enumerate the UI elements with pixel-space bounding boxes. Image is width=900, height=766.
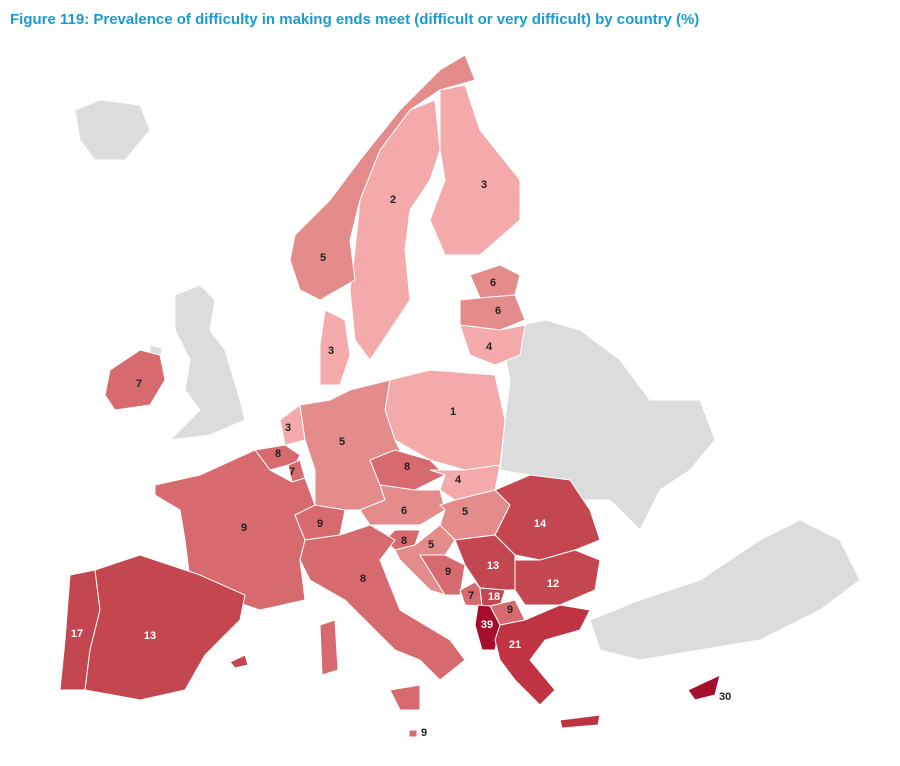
value-label: 9 [241, 522, 247, 534]
value-label: 6 [490, 277, 496, 289]
region [319, 309, 351, 386]
value-label: 2 [390, 194, 396, 206]
region [389, 684, 421, 711]
value-label: 9 [421, 727, 427, 739]
value-label: 21 [509, 639, 521, 651]
value-label: 7 [289, 466, 295, 478]
region [319, 619, 339, 676]
region [494, 604, 591, 706]
value-label: 9 [507, 604, 513, 616]
value-label: 14 [534, 518, 547, 530]
region [429, 84, 521, 256]
region [289, 54, 476, 301]
value-label: 12 [547, 578, 559, 590]
region [459, 294, 526, 331]
value-label: 13 [487, 560, 499, 572]
value-label: 5 [339, 436, 345, 448]
region [349, 99, 441, 361]
region [459, 324, 526, 366]
value-label: 6 [495, 305, 501, 317]
region [514, 549, 601, 606]
value-label: 5 [428, 539, 434, 551]
region [299, 524, 466, 681]
value-label: 6 [401, 505, 407, 517]
value-label: 13 [144, 630, 156, 642]
land [589, 519, 861, 661]
region [419, 554, 466, 596]
land [168, 284, 246, 441]
value-label: 5 [320, 252, 326, 264]
value-label: 8 [401, 535, 407, 547]
region [474, 604, 501, 651]
value-label: 39 [481, 619, 493, 631]
region [469, 264, 521, 299]
region [408, 729, 418, 738]
value-label: 18 [488, 591, 500, 603]
value-label: 3 [481, 179, 487, 191]
value-label: 8 [404, 461, 410, 473]
region [104, 349, 166, 411]
value-label: 4 [455, 474, 462, 486]
region [384, 529, 421, 551]
value-label: 3 [328, 345, 334, 357]
value-label: 7 [468, 590, 474, 602]
value-label: 4 [486, 341, 493, 353]
value-label: 7 [136, 378, 142, 390]
value-label: 5 [462, 506, 468, 518]
region [687, 674, 721, 701]
value-label: 8 [360, 573, 366, 585]
region [559, 714, 601, 729]
region [229, 654, 249, 669]
value-label: 9 [445, 566, 451, 578]
value-label: 3 [285, 422, 291, 434]
land [74, 99, 151, 161]
value-label: 17 [71, 628, 83, 640]
region [359, 484, 446, 526]
map-title: Figure 119: Prevalence of difficulty in … [10, 11, 699, 28]
value-label: 1 [450, 406, 456, 418]
region [84, 554, 246, 701]
region [294, 504, 346, 541]
value-label: 8 [275, 448, 281, 460]
value-label: 9 [317, 518, 323, 530]
value-label: 30 [719, 691, 731, 703]
